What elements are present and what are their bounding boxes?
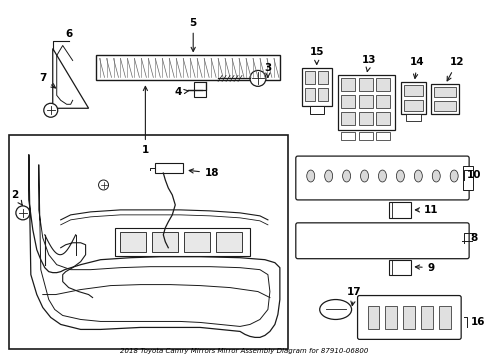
Text: 4: 4 bbox=[174, 87, 188, 97]
Bar bbox=[404, 100, 423, 111]
Ellipse shape bbox=[360, 170, 368, 182]
Bar bbox=[358, 78, 372, 91]
Circle shape bbox=[16, 206, 30, 220]
Text: 5: 5 bbox=[189, 18, 197, 51]
Text: 17: 17 bbox=[346, 287, 361, 306]
Text: 15: 15 bbox=[309, 48, 324, 64]
Text: 18: 18 bbox=[189, 168, 219, 178]
Text: 16: 16 bbox=[470, 318, 485, 328]
Bar bbox=[433, 87, 455, 97]
Bar bbox=[340, 132, 354, 140]
Circle shape bbox=[44, 103, 58, 117]
Bar bbox=[216, 232, 242, 252]
Bar bbox=[388, 202, 410, 218]
Bar bbox=[385, 306, 397, 329]
Ellipse shape bbox=[319, 300, 351, 319]
Bar bbox=[301, 68, 331, 106]
Bar bbox=[367, 306, 379, 329]
Bar bbox=[340, 95, 354, 108]
Ellipse shape bbox=[378, 170, 386, 182]
Text: 12: 12 bbox=[446, 58, 464, 81]
Text: 2018 Toyota Camry Mirrors Mirror Assembly Diagram for 87910-06800: 2018 Toyota Camry Mirrors Mirror Assembl… bbox=[120, 348, 367, 354]
Bar bbox=[184, 232, 210, 252]
Text: 13: 13 bbox=[362, 55, 376, 72]
Bar bbox=[95, 55, 279, 80]
Bar bbox=[115, 228, 249, 256]
Circle shape bbox=[99, 180, 108, 190]
Bar bbox=[358, 95, 372, 108]
Ellipse shape bbox=[306, 170, 314, 182]
Ellipse shape bbox=[431, 170, 439, 182]
Bar bbox=[340, 112, 354, 125]
Text: 1: 1 bbox=[142, 86, 149, 155]
Bar bbox=[403, 306, 414, 329]
Bar bbox=[388, 260, 410, 275]
Bar bbox=[9, 135, 287, 349]
Bar bbox=[401, 82, 426, 114]
Ellipse shape bbox=[324, 170, 332, 182]
Text: 2: 2 bbox=[11, 190, 22, 205]
Text: 8: 8 bbox=[469, 233, 477, 243]
Ellipse shape bbox=[413, 170, 422, 182]
Bar bbox=[304, 88, 314, 101]
Bar bbox=[430, 84, 458, 114]
Text: 3: 3 bbox=[264, 63, 271, 77]
Bar bbox=[433, 101, 455, 111]
Bar bbox=[358, 132, 372, 140]
Bar bbox=[406, 114, 421, 121]
Bar bbox=[309, 106, 323, 114]
Circle shape bbox=[249, 71, 265, 86]
Text: 9: 9 bbox=[414, 263, 434, 273]
Text: 14: 14 bbox=[409, 58, 424, 78]
Text: 10: 10 bbox=[466, 170, 480, 180]
Text: 7: 7 bbox=[39, 73, 56, 88]
Bar bbox=[317, 88, 327, 101]
FancyBboxPatch shape bbox=[295, 223, 468, 259]
Ellipse shape bbox=[449, 170, 457, 182]
Ellipse shape bbox=[396, 170, 404, 182]
Bar bbox=[358, 112, 372, 125]
Bar bbox=[376, 132, 389, 140]
Ellipse shape bbox=[342, 170, 350, 182]
Bar bbox=[120, 232, 146, 252]
FancyBboxPatch shape bbox=[295, 156, 468, 200]
Bar bbox=[376, 78, 389, 91]
Bar bbox=[152, 232, 178, 252]
FancyBboxPatch shape bbox=[357, 296, 460, 339]
Bar bbox=[438, 306, 450, 329]
Bar bbox=[337, 75, 395, 130]
Text: 11: 11 bbox=[414, 205, 438, 215]
Text: 6: 6 bbox=[65, 28, 72, 39]
Bar bbox=[376, 95, 389, 108]
Bar bbox=[376, 112, 389, 125]
Bar bbox=[340, 78, 354, 91]
Bar bbox=[462, 166, 472, 190]
Bar bbox=[155, 163, 183, 173]
Bar bbox=[404, 85, 423, 96]
Bar bbox=[421, 306, 432, 329]
Bar bbox=[194, 82, 206, 97]
Bar bbox=[304, 71, 314, 84]
Bar bbox=[317, 71, 327, 84]
